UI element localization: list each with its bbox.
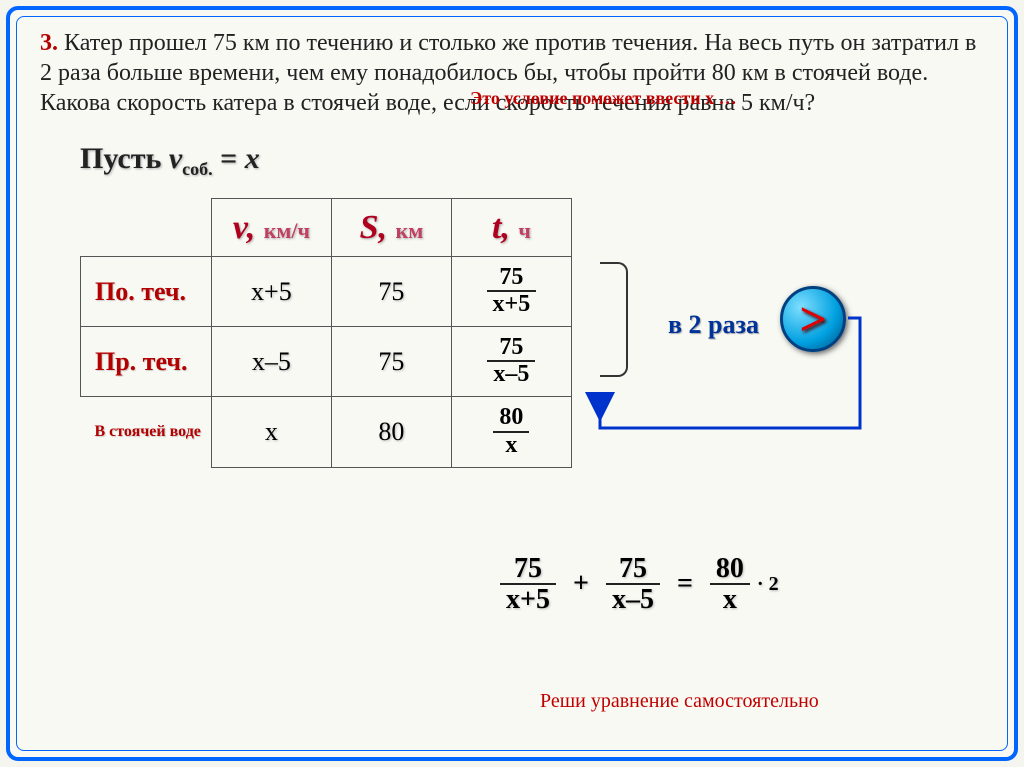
data-table: v, км/ч S, км t, ч По. теч. х+5 75 75х+5… [80, 198, 572, 468]
cell-s-0: 75 [331, 257, 451, 327]
t2-top: 80 [493, 405, 529, 432]
ratio-label: в 2 раза [668, 310, 759, 340]
solve-instruction: Реши уравнение самостоятельно [540, 690, 819, 713]
assumption: Пусть vсоб. = x [80, 142, 984, 180]
cell-s-2: 80 [331, 397, 451, 467]
t2-bot: х [493, 433, 529, 458]
row-upstream: Пр. теч. х–5 75 75х–5 [81, 327, 572, 397]
col-v: v, км/ч [211, 199, 331, 257]
row-downstream: По. теч. х+5 75 75х+5 [81, 257, 572, 327]
cell-v-1: х–5 [211, 327, 331, 397]
cell-t-0: 75х+5 [451, 257, 571, 327]
assume-prefix: Пусть [80, 142, 169, 175]
col-v-sym: v, [233, 209, 255, 246]
greater-than-badge: > [780, 286, 846, 352]
eq-f3-top: 80 [710, 554, 750, 585]
assume-eq: = [213, 142, 245, 175]
t0-top: 75 [487, 265, 537, 292]
cell-t-2: 80х [451, 397, 571, 467]
eq-f2-bot: х–5 [606, 585, 660, 614]
eq-f3-bot: х [710, 585, 750, 614]
col-s: S, км [331, 199, 451, 257]
cell-s-1: 75 [331, 327, 451, 397]
cell-v-0: х+5 [211, 257, 331, 327]
row-label-2: В стоячей воде [81, 397, 212, 467]
gt-symbol: > [799, 292, 826, 347]
eq-f1-bot: х+5 [500, 585, 556, 614]
row-still: В стоячей воде х 80 80х [81, 397, 572, 467]
eq-f1-top: 75 [500, 554, 556, 585]
eq-op: = [677, 568, 693, 599]
col-t-sym: t, [492, 209, 510, 246]
equation: 75х+5 + 75х–5 = 80х · 2 [500, 554, 779, 615]
col-s-unit: км [396, 218, 424, 243]
col-t: t, ч [451, 199, 571, 257]
row-label-1: Пр. теч. [81, 327, 212, 397]
col-t-unit: ч [518, 218, 530, 243]
problem-number: 3. [40, 30, 58, 56]
v-subscript: соб. [182, 159, 213, 179]
eq-f2-top: 75 [606, 554, 660, 585]
cell-v-2: х [211, 397, 331, 467]
t1-top: 75 [487, 335, 535, 362]
corner-cell [81, 199, 212, 257]
x-variable: x [245, 142, 260, 175]
header-row: v, км/ч S, км t, ч [81, 199, 572, 257]
content: 3.Катер прошел 75 км по течению и стольк… [10, 10, 1014, 486]
bracket-icon [600, 262, 628, 377]
t0-bot: х+5 [487, 292, 537, 317]
plus-op: + [573, 568, 589, 599]
col-v-unit: км/ч [264, 218, 310, 243]
t1-bot: х–5 [487, 362, 535, 387]
v-variable: v [169, 142, 182, 175]
table-container: v, км/ч S, км t, ч По. теч. х+5 75 75х+5… [80, 198, 984, 468]
col-s-sym: S, [360, 209, 387, 246]
cell-t-1: 75х–5 [451, 327, 571, 397]
hint-text: Это условие поможет ввести х … [470, 88, 737, 109]
row-label-0: По. теч. [81, 257, 212, 327]
mult-op: · 2 [757, 573, 779, 595]
slide-frame: 3.Катер прошел 75 км по течению и стольк… [6, 6, 1018, 761]
